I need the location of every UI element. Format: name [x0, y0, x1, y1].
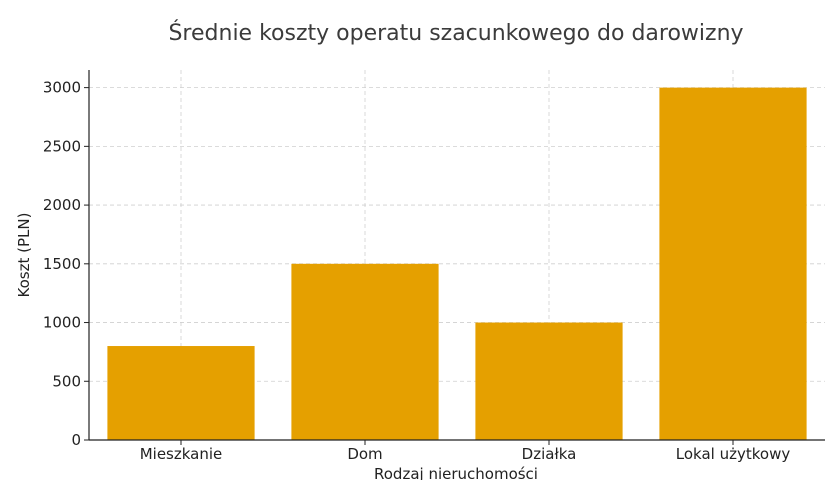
y-tick-label: 2000: [43, 196, 81, 214]
x-tick-label: Dom: [347, 445, 382, 463]
bars-layer: [107, 87, 807, 440]
y-axis-ticks: 0 500 1000 1500 2000 2500 3000: [43, 79, 89, 449]
y-tick-label: 1500: [43, 255, 81, 273]
x-axis-label: Rodzaj nieruchomości: [374, 465, 538, 480]
axes-layer: [88, 70, 825, 441]
bar: [107, 346, 255, 440]
y-axis-label: Koszt (PLN): [15, 213, 33, 298]
y-tick-label: 2500: [43, 137, 81, 155]
y-tick-label: 1000: [43, 314, 81, 332]
chart-title: Średnie koszty operatu szacunkowego do d…: [168, 20, 743, 46]
y-tick-label: 500: [52, 372, 81, 390]
y-tick-label: 3000: [43, 79, 81, 97]
x-tick-label: Lokal użytkowy: [676, 445, 791, 463]
y-tick-label: 0: [71, 431, 81, 449]
bar: [659, 87, 807, 440]
bar: [475, 322, 623, 440]
x-tick-label: Mieszkanie: [140, 445, 223, 463]
x-tick-label: Działka: [522, 445, 577, 463]
bar: [291, 263, 439, 440]
x-axis-ticks: Mieszkanie Dom Działka Lokal użytkowy: [140, 440, 791, 463]
